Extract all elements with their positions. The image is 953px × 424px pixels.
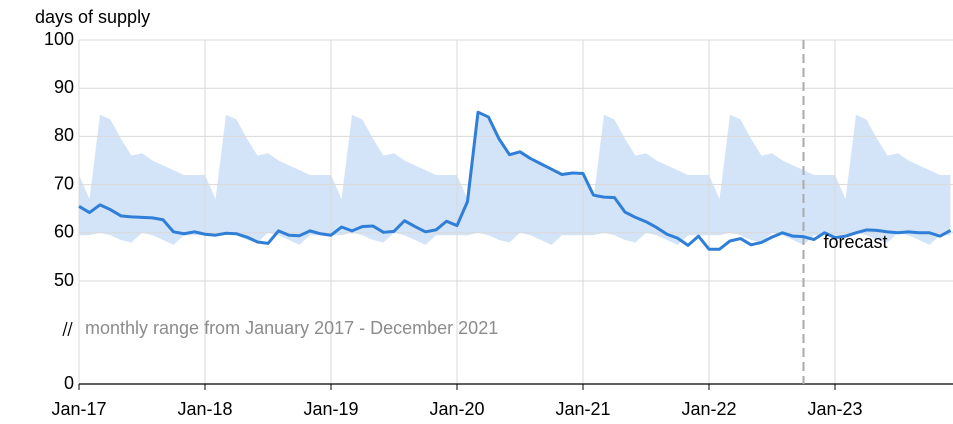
y-tick-label: 60 [54,222,74,242]
y-axis-title: days of supply [35,7,150,27]
y-tick-label: 70 [54,173,74,193]
x-tick-label: Jan-23 [807,399,862,419]
x-tick-label: Jan-20 [429,399,484,419]
y-tick-label: 0 [64,373,74,393]
x-tick-label: Jan-22 [681,399,736,419]
forecast-label: forecast [824,232,888,252]
y-tick-label: 80 [54,125,74,145]
band-label: monthly range from January 2017 - Decemb… [85,318,498,338]
y-tick-label: 90 [54,77,74,97]
x-tick-label: Jan-18 [177,399,232,419]
y-tick-label: 100 [44,29,74,49]
data-line [78,110,952,251]
break-stroke [62,321,68,337]
x-tick-label: Jan-19 [303,399,358,419]
range-band [79,114,951,245]
x-tick-label: Jan-21 [555,399,610,419]
x-tick-label: Jan-17 [51,399,106,419]
break-stroke [67,321,73,337]
axis-break [62,321,73,337]
y-tick-label: 50 [54,270,74,290]
